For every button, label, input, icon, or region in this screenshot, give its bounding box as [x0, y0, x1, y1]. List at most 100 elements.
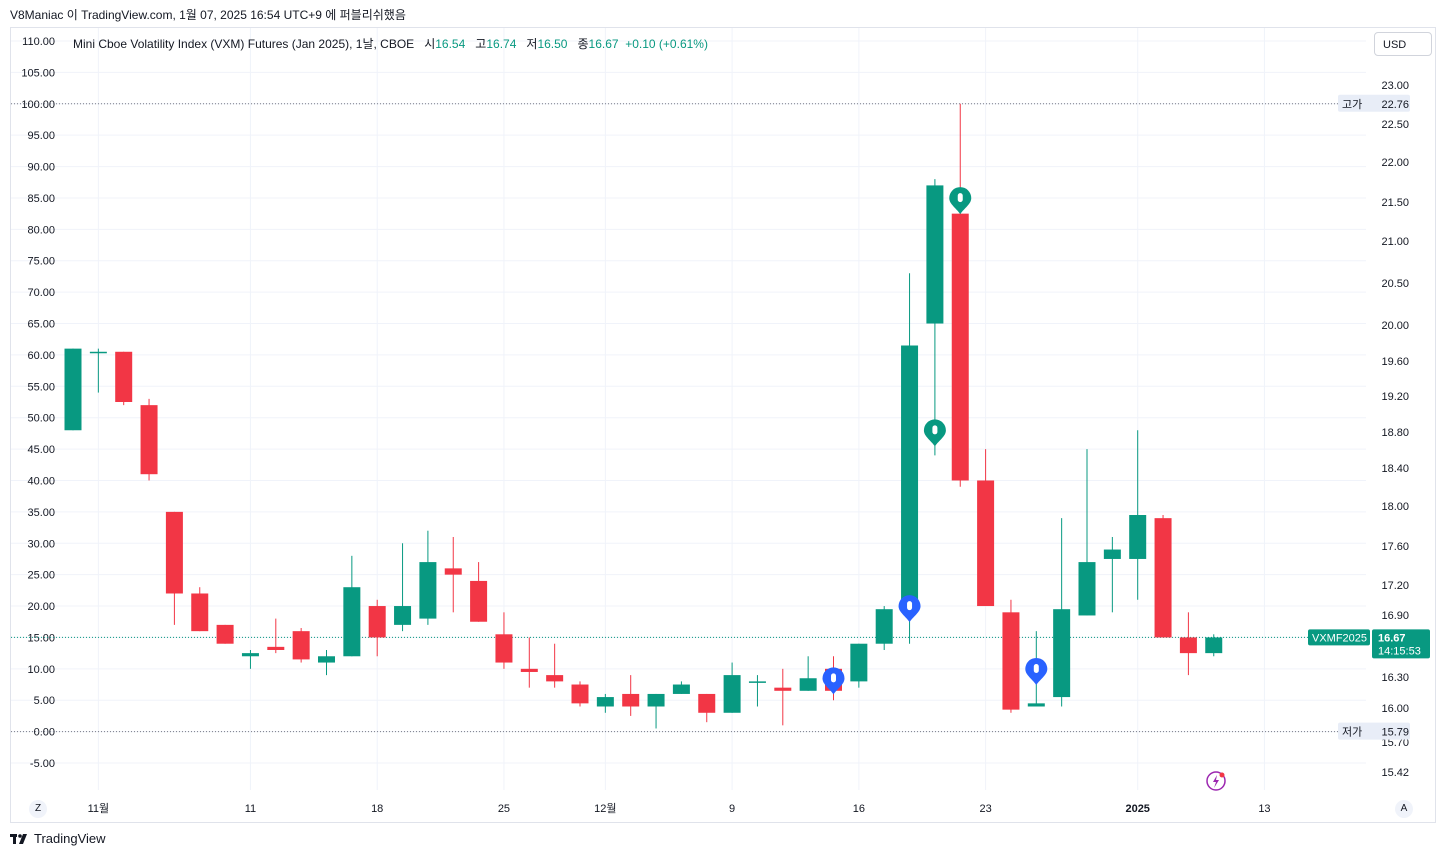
candle-body[interactable] — [622, 693, 640, 707]
candle-body[interactable] — [1002, 612, 1020, 710]
right-axis-tick: 19.60 — [1381, 356, 1409, 368]
event-pin-icon[interactable] — [949, 187, 972, 215]
left-axis-tick: 80.00 — [27, 224, 55, 236]
high-label-text: 고가 — [1342, 98, 1362, 111]
candle-body[interactable] — [216, 624, 234, 644]
price-tag-countdown: 14:15:53 — [1378, 645, 1421, 657]
high-label-box — [1338, 94, 1410, 112]
candle-body[interactable] — [520, 668, 538, 672]
right-axis-tick: 16.30 — [1381, 672, 1409, 684]
event-pin-icon[interactable] — [1025, 657, 1048, 685]
right-axis-tick: 21.50 — [1381, 197, 1409, 209]
candle-body[interactable] — [926, 185, 944, 324]
candle-body[interactable] — [647, 693, 665, 707]
left-axis-tick: 100.00 — [21, 99, 55, 111]
candle-body[interactable] — [1154, 518, 1172, 638]
candle-body[interactable] — [419, 562, 437, 619]
right-axis-tick: 22.00 — [1381, 157, 1409, 169]
candle-body[interactable] — [546, 675, 564, 682]
candle-body[interactable] — [292, 631, 310, 660]
candle-body[interactable] — [698, 693, 716, 713]
candle-body[interactable] — [1103, 549, 1121, 559]
candle-body[interactable] — [723, 675, 741, 713]
candle-body[interactable] — [241, 653, 259, 657]
chart-frame — [10, 27, 1436, 823]
left-axis-tick: 50.00 — [27, 413, 55, 425]
candle-body[interactable] — [89, 351, 107, 354]
candle-body[interactable] — [368, 606, 386, 638]
candle-body[interactable] — [596, 697, 614, 707]
high-label: 고 — [475, 37, 487, 51]
left-axis-tick: 15.00 — [27, 632, 55, 644]
candle-body[interactable] — [951, 213, 969, 481]
candle-body[interactable] — [318, 656, 335, 663]
tradingview-logo-icon — [10, 833, 27, 844]
x-axis-tick: 25 — [498, 803, 510, 815]
right-axis-tick: 18.00 — [1381, 501, 1409, 513]
event-pin-icon[interactable] — [898, 595, 921, 623]
right-axis-tick: 23.00 — [1381, 80, 1409, 92]
x-axis-tick: 2025 — [1125, 803, 1149, 815]
right-axis-tick: 17.60 — [1381, 541, 1409, 553]
candle-body[interactable] — [495, 634, 513, 663]
right-axis-tick: 19.20 — [1381, 391, 1409, 403]
candle-body[interactable] — [1027, 703, 1045, 707]
candle-body[interactable] — [1179, 637, 1197, 654]
candle-body[interactable] — [977, 480, 995, 607]
candle-body[interactable] — [165, 511, 183, 594]
publisher-line: V8Maniac 이 TradingView.com, 1월 07, 2025 … — [10, 8, 406, 22]
candle-body[interactable] — [1053, 609, 1071, 698]
right-axis-tick: 18.40 — [1381, 463, 1409, 475]
currency-button[interactable]: USD — [1374, 32, 1432, 56]
candle-body[interactable] — [343, 587, 361, 657]
auto-scale-button[interactable]: A — [1395, 800, 1413, 818]
left-axis-tick: 95.00 — [27, 130, 55, 142]
candle-body[interactable] — [267, 646, 285, 650]
candle-body[interactable] — [1129, 515, 1147, 559]
price-tag-value: 16.67 — [1378, 632, 1406, 644]
candle-body[interactable] — [1205, 637, 1223, 654]
footer-logo[interactable]: TradingView — [10, 831, 106, 846]
candle-body[interactable] — [470, 580, 488, 622]
candle-body[interactable] — [875, 609, 893, 644]
candle-body[interactable] — [115, 351, 133, 402]
low-label: 저 — [526, 37, 538, 51]
x-axis-tick: 23 — [979, 803, 991, 815]
zoom-reset-button[interactable]: Z — [29, 800, 47, 818]
event-pin-icon[interactable] — [822, 667, 845, 695]
event-pin-icon[interactable] — [923, 419, 946, 447]
candle-body[interactable] — [191, 593, 209, 632]
candle-body[interactable] — [774, 687, 792, 691]
left-axis-tick: 110.00 — [22, 36, 55, 48]
candle-body[interactable] — [799, 678, 817, 691]
left-axis-tick: 90.00 — [27, 162, 55, 174]
x-axis-tick: 9 — [729, 803, 735, 815]
open-label: 시 — [424, 37, 436, 51]
change-value: +0.10 (+0.61%) — [625, 37, 708, 51]
candle-body[interactable] — [571, 684, 589, 704]
right-axis-tick: 22.50 — [1381, 119, 1409, 131]
candle-body[interactable] — [672, 684, 690, 694]
candle-body[interactable] — [901, 345, 919, 610]
right-axis-tick: 16.90 — [1381, 610, 1409, 622]
candle-body[interactable] — [444, 568, 462, 575]
lightning-icon[interactable] — [1206, 771, 1226, 791]
x-axis-tick: 16 — [853, 803, 865, 815]
high-value: 16.74 — [486, 37, 517, 51]
right-axis-tick: 15.70 — [1381, 737, 1409, 749]
right-axis-tick: 15.42 — [1381, 767, 1409, 779]
low-label-value: 15.79 — [1381, 727, 1409, 739]
candle-body[interactable] — [140, 405, 158, 475]
x-axis-tick: 11월 — [88, 802, 110, 815]
candle-body[interactable] — [64, 348, 82, 431]
candle-body[interactable] — [1078, 562, 1096, 616]
candle-body[interactable] — [850, 643, 868, 682]
candle-body[interactable] — [748, 681, 766, 683]
left-axis-tick: 55.00 — [27, 381, 55, 393]
candle-body[interactable] — [394, 606, 412, 625]
left-axis-tick: 30.00 — [27, 538, 55, 550]
symbol-tag-text: VXMF2025 — [1312, 632, 1367, 644]
left-axis-tick: -5.00 — [30, 758, 55, 770]
left-axis-tick: 10.00 — [27, 664, 55, 676]
